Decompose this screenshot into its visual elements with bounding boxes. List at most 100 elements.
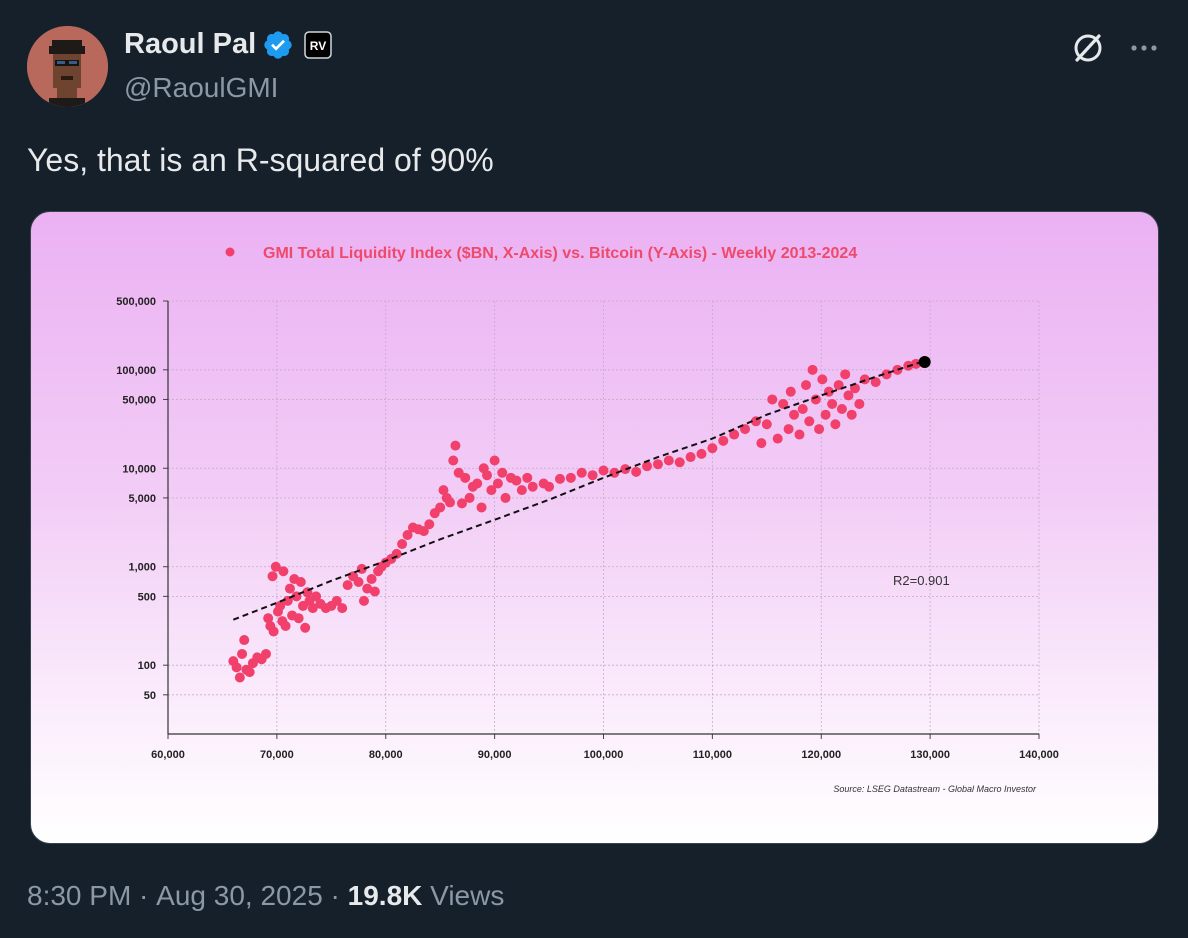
meta-space: [422, 880, 430, 912]
data-point: [778, 398, 789, 409]
data-point: [263, 613, 274, 624]
data-point: [843, 390, 854, 401]
more-icon[interactable]: [1124, 28, 1164, 68]
data-point: [280, 621, 291, 632]
data-point: [337, 603, 348, 614]
tweet-meta: 8:30 PM · Aug 30, 2025 · 19.8K Views: [27, 880, 504, 912]
y-tick-label: 50: [144, 690, 156, 702]
data-point: [438, 485, 449, 496]
y-tick-label: 500: [138, 591, 156, 603]
data-point: [870, 377, 881, 388]
data-point: [237, 648, 248, 659]
x-tick-label: 100,000: [584, 749, 624, 761]
data-point: [284, 583, 295, 594]
affiliate-badge-label: RV: [310, 39, 326, 53]
data-point: [362, 583, 373, 594]
data-point: [435, 502, 446, 513]
data-point: [631, 466, 642, 477]
data-point: [767, 394, 778, 405]
data-point: [444, 497, 455, 508]
data-point: [522, 472, 533, 483]
x-tick-label: 70,000: [260, 749, 294, 761]
data-point: [307, 603, 318, 614]
data-point: [565, 472, 576, 483]
x-tick-label: 110,000: [693, 749, 732, 761]
y-tick-labels: 500,000 100,000 50,000 10,000 5,000 1,000 500 1…: [116, 296, 156, 702]
data-point: [652, 459, 663, 470]
data-point: [418, 526, 429, 537]
data-point: [464, 492, 475, 503]
data-point: [472, 478, 483, 489]
data-point: [342, 580, 353, 591]
data-point: [260, 648, 271, 659]
handle[interactable]: @RaoulGMI: [124, 72, 279, 103]
trendline: [232, 361, 920, 621]
verified-badge-icon[interactable]: [262, 29, 294, 61]
data-point: [476, 502, 487, 513]
data-point: [685, 452, 696, 463]
tweet-time[interactable]: 8:30 PM: [27, 880, 132, 911]
data-point: [836, 403, 847, 414]
data-point: [424, 519, 435, 530]
data-point: [358, 595, 369, 606]
data-point: [729, 429, 740, 440]
x-tick-label: 90,000: [478, 749, 512, 761]
data-point: [820, 409, 831, 420]
y-tick-label: 100,000: [116, 365, 156, 377]
x-tick-label: 80,000: [369, 749, 403, 761]
data-point: [707, 443, 718, 454]
data-point: [756, 438, 767, 449]
data-point: [801, 380, 812, 391]
x-tick-label: 60,000: [151, 749, 185, 761]
tweet-text: Yes, that is an R-squared of 90%: [27, 142, 494, 178]
data-point: [544, 481, 555, 492]
affiliate-badge[interactable]: RV: [304, 30, 332, 59]
meta-separator: ·: [131, 880, 157, 911]
latest-point: [918, 356, 931, 369]
data-point: [366, 574, 377, 585]
pixel-avatar-icon: [27, 26, 108, 107]
grok-icon[interactable]: [1068, 28, 1108, 68]
y-tick-label: 10,000: [122, 463, 156, 475]
data-point: [804, 416, 815, 427]
data-point: [789, 409, 800, 420]
data-point: [827, 398, 838, 409]
data-point: [353, 576, 364, 587]
data-point: [239, 635, 250, 646]
meta-separator: ·: [322, 880, 348, 911]
data-point: [244, 667, 255, 678]
data-point: [587, 470, 598, 481]
avatar[interactable]: [27, 26, 108, 107]
data-point: [448, 455, 459, 466]
data-point: [231, 662, 242, 673]
data-point: [554, 473, 565, 484]
data-point: [674, 457, 685, 468]
tweet-image[interactable]: 60,000 70,000 80,000 90,000 100,000 110,000 12…: [30, 211, 1159, 844]
data-point: [810, 394, 821, 405]
data-point: [892, 364, 903, 375]
data-point: [369, 586, 380, 597]
x-tick-label: 120,000: [801, 749, 841, 761]
data-point: [456, 498, 467, 509]
data-point: [576, 467, 587, 478]
chart-axes: [163, 300, 1040, 739]
data-point: [397, 539, 408, 550]
data-point: [740, 424, 751, 435]
data-point: [814, 424, 825, 435]
r2-annotation: R2=0.901: [893, 573, 950, 588]
data-point: [267, 571, 278, 582]
data-point: [598, 465, 609, 476]
data-point: [718, 435, 729, 446]
y-tick-label: 1,000: [128, 562, 156, 574]
tweet-date[interactable]: Aug 30, 2025: [156, 880, 323, 911]
data-point: [486, 485, 497, 496]
data-point: [300, 622, 311, 633]
data-point: [295, 576, 306, 587]
data-points: [228, 358, 921, 683]
x-tick-labels: 60,000 70,000 80,000 90,000 100,000 110,000 12…: [151, 749, 1059, 761]
data-point: [391, 548, 402, 559]
display-name[interactable]: Raoul Pal: [124, 28, 257, 60]
views-label: Views: [430, 880, 505, 911]
data-point: [830, 419, 841, 430]
legend-marker: [225, 247, 235, 257]
